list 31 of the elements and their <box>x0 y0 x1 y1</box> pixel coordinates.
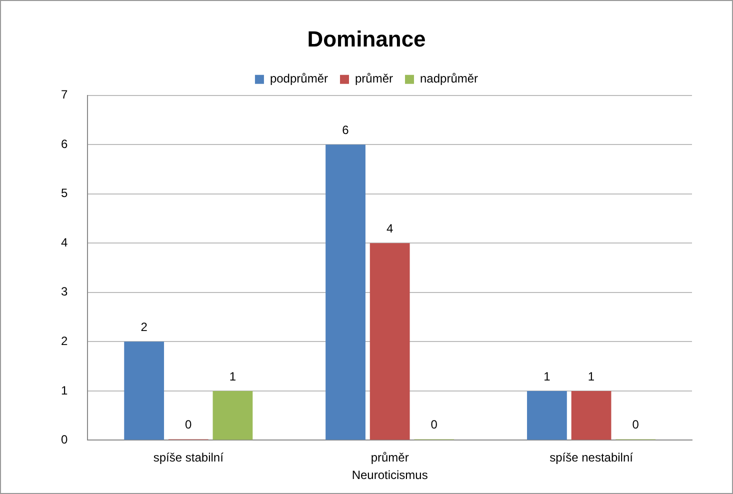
data-label: 0 <box>632 418 640 432</box>
y-tick-label: 1 <box>60 383 68 398</box>
y-tick-label: 6 <box>60 136 68 151</box>
data-label: 1 <box>588 369 595 384</box>
y-tick-label: 0 <box>60 432 68 447</box>
legend-label: nadprůměr <box>420 72 478 86</box>
bar <box>212 390 253 440</box>
data-label: 6 <box>342 122 350 137</box>
data-label: 0 <box>185 418 192 432</box>
y-tick-label: 4 <box>60 235 68 250</box>
legend-label: podprůměr <box>270 72 328 86</box>
data-label: 2 <box>140 320 148 334</box>
chart-title: Dominance <box>307 26 426 52</box>
y-tick-label: 3 <box>60 284 68 299</box>
data-label: 0 <box>430 418 438 432</box>
data-label: 1 <box>544 369 551 384</box>
bar <box>527 390 567 440</box>
x-tick-label: průměr <box>370 450 409 465</box>
x-axis-title: Neuroticismus <box>352 468 428 482</box>
data-label: 1 <box>229 369 236 384</box>
legend-label: průměr <box>354 72 394 86</box>
x-tick-label: spíše stabilní <box>153 450 224 465</box>
y-tick-label: 5 <box>60 186 68 200</box>
bar <box>571 390 612 440</box>
x-tick-label: spíše nestabilní <box>550 450 634 465</box>
bar <box>124 342 164 440</box>
y-tick-label: 2 <box>60 334 68 348</box>
bar <box>370 243 410 440</box>
bar <box>326 144 366 440</box>
data-label: 4 <box>386 221 394 236</box>
y-tick-label: 7 <box>60 88 68 102</box>
